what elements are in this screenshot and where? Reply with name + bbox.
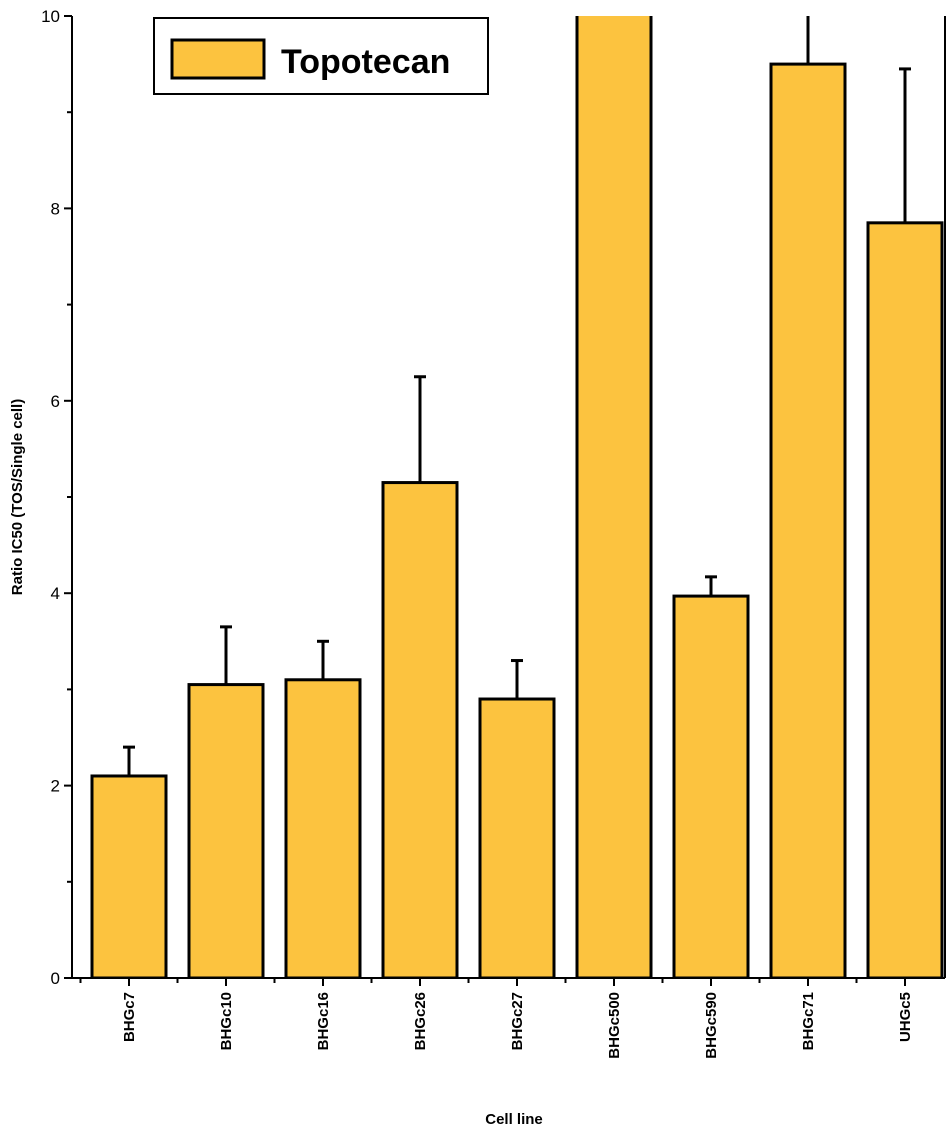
error-bars-layer <box>123 16 911 776</box>
bar-BHGc7 <box>90 774 168 978</box>
error-bar-UHGc5 <box>899 67 911 223</box>
error-bar-BHGc10 <box>220 625 232 685</box>
y-tick-label: 2 <box>51 777 60 796</box>
bars-layer <box>90 16 944 978</box>
error-bar-BHGc71 <box>806 16 810 65</box>
legend-label: Topotecan <box>281 43 450 81</box>
error-bar-BHGc590 <box>705 575 717 597</box>
x-tick-label: BHGc590 <box>703 992 720 1059</box>
bar-BHGc16 <box>284 678 362 978</box>
bar-BHGc590 <box>672 594 750 978</box>
x-tick-label: UHGc5 <box>897 992 914 1042</box>
y-tick-label: 0 <box>51 969 60 988</box>
x-tick-label: BHGc71 <box>800 992 817 1050</box>
y-tick-label: 10 <box>41 7 60 26</box>
error-bar-BHGc27 <box>511 659 523 700</box>
error-bar-BHGc7 <box>123 745 135 776</box>
bar-BHGc500 <box>575 16 653 978</box>
legend-swatch <box>170 38 266 80</box>
x-tick-label: BHGc7 <box>121 992 138 1042</box>
x-axis-title: Cell line <box>485 1111 543 1128</box>
y-tick-label: 4 <box>51 584 60 603</box>
x-tick-label: BHGc16 <box>315 992 332 1050</box>
y-ticks: 0 2 4 6 8 10 <box>41 7 72 988</box>
x-tick-label: BHGc27 <box>509 992 526 1050</box>
legend: Topotecan <box>153 17 489 95</box>
x-tick-label: BHGc26 <box>412 992 429 1050</box>
y-tick-label: 6 <box>51 392 60 411</box>
error-bar-BHGc26 <box>414 375 426 483</box>
x-ticks: BHGc7 BHGc10 BHGc16 BHGc26 BHGc27 BHGc500 BHGc… <box>79 978 914 1059</box>
x-tick-label: BHGc10 <box>218 992 235 1050</box>
bar-UHGc5 <box>866 221 944 978</box>
error-bar-BHGc16 <box>317 639 329 680</box>
y-tick-label: 8 <box>51 199 60 218</box>
y-axis-title: Ratio IC50 (TOS/Single cell) <box>9 399 26 595</box>
bar-BHGc26 <box>381 481 459 978</box>
bar-BHGc27 <box>478 697 556 978</box>
bar-BHGc10 <box>187 683 265 978</box>
bar-BHGc71 <box>769 62 847 978</box>
x-tick-label: BHGc500 <box>606 992 623 1059</box>
